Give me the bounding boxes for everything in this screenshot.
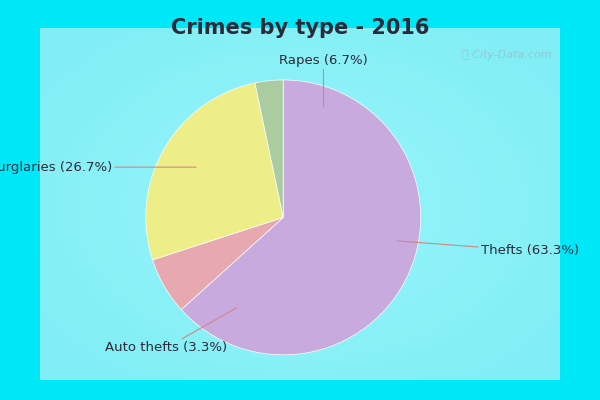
Wedge shape bbox=[146, 83, 283, 260]
Text: Rapes (6.7%): Rapes (6.7%) bbox=[279, 54, 368, 107]
Text: Auto thefts (3.3%): Auto thefts (3.3%) bbox=[105, 308, 236, 354]
Wedge shape bbox=[255, 80, 283, 218]
Wedge shape bbox=[152, 218, 283, 310]
Text: ⓘ City-Data.com: ⓘ City-Data.com bbox=[462, 50, 551, 60]
Wedge shape bbox=[181, 80, 421, 355]
Text: Thefts (63.3%): Thefts (63.3%) bbox=[397, 241, 579, 258]
Text: Burglaries (26.7%): Burglaries (26.7%) bbox=[0, 161, 196, 174]
Text: Crimes by type - 2016: Crimes by type - 2016 bbox=[171, 18, 429, 38]
